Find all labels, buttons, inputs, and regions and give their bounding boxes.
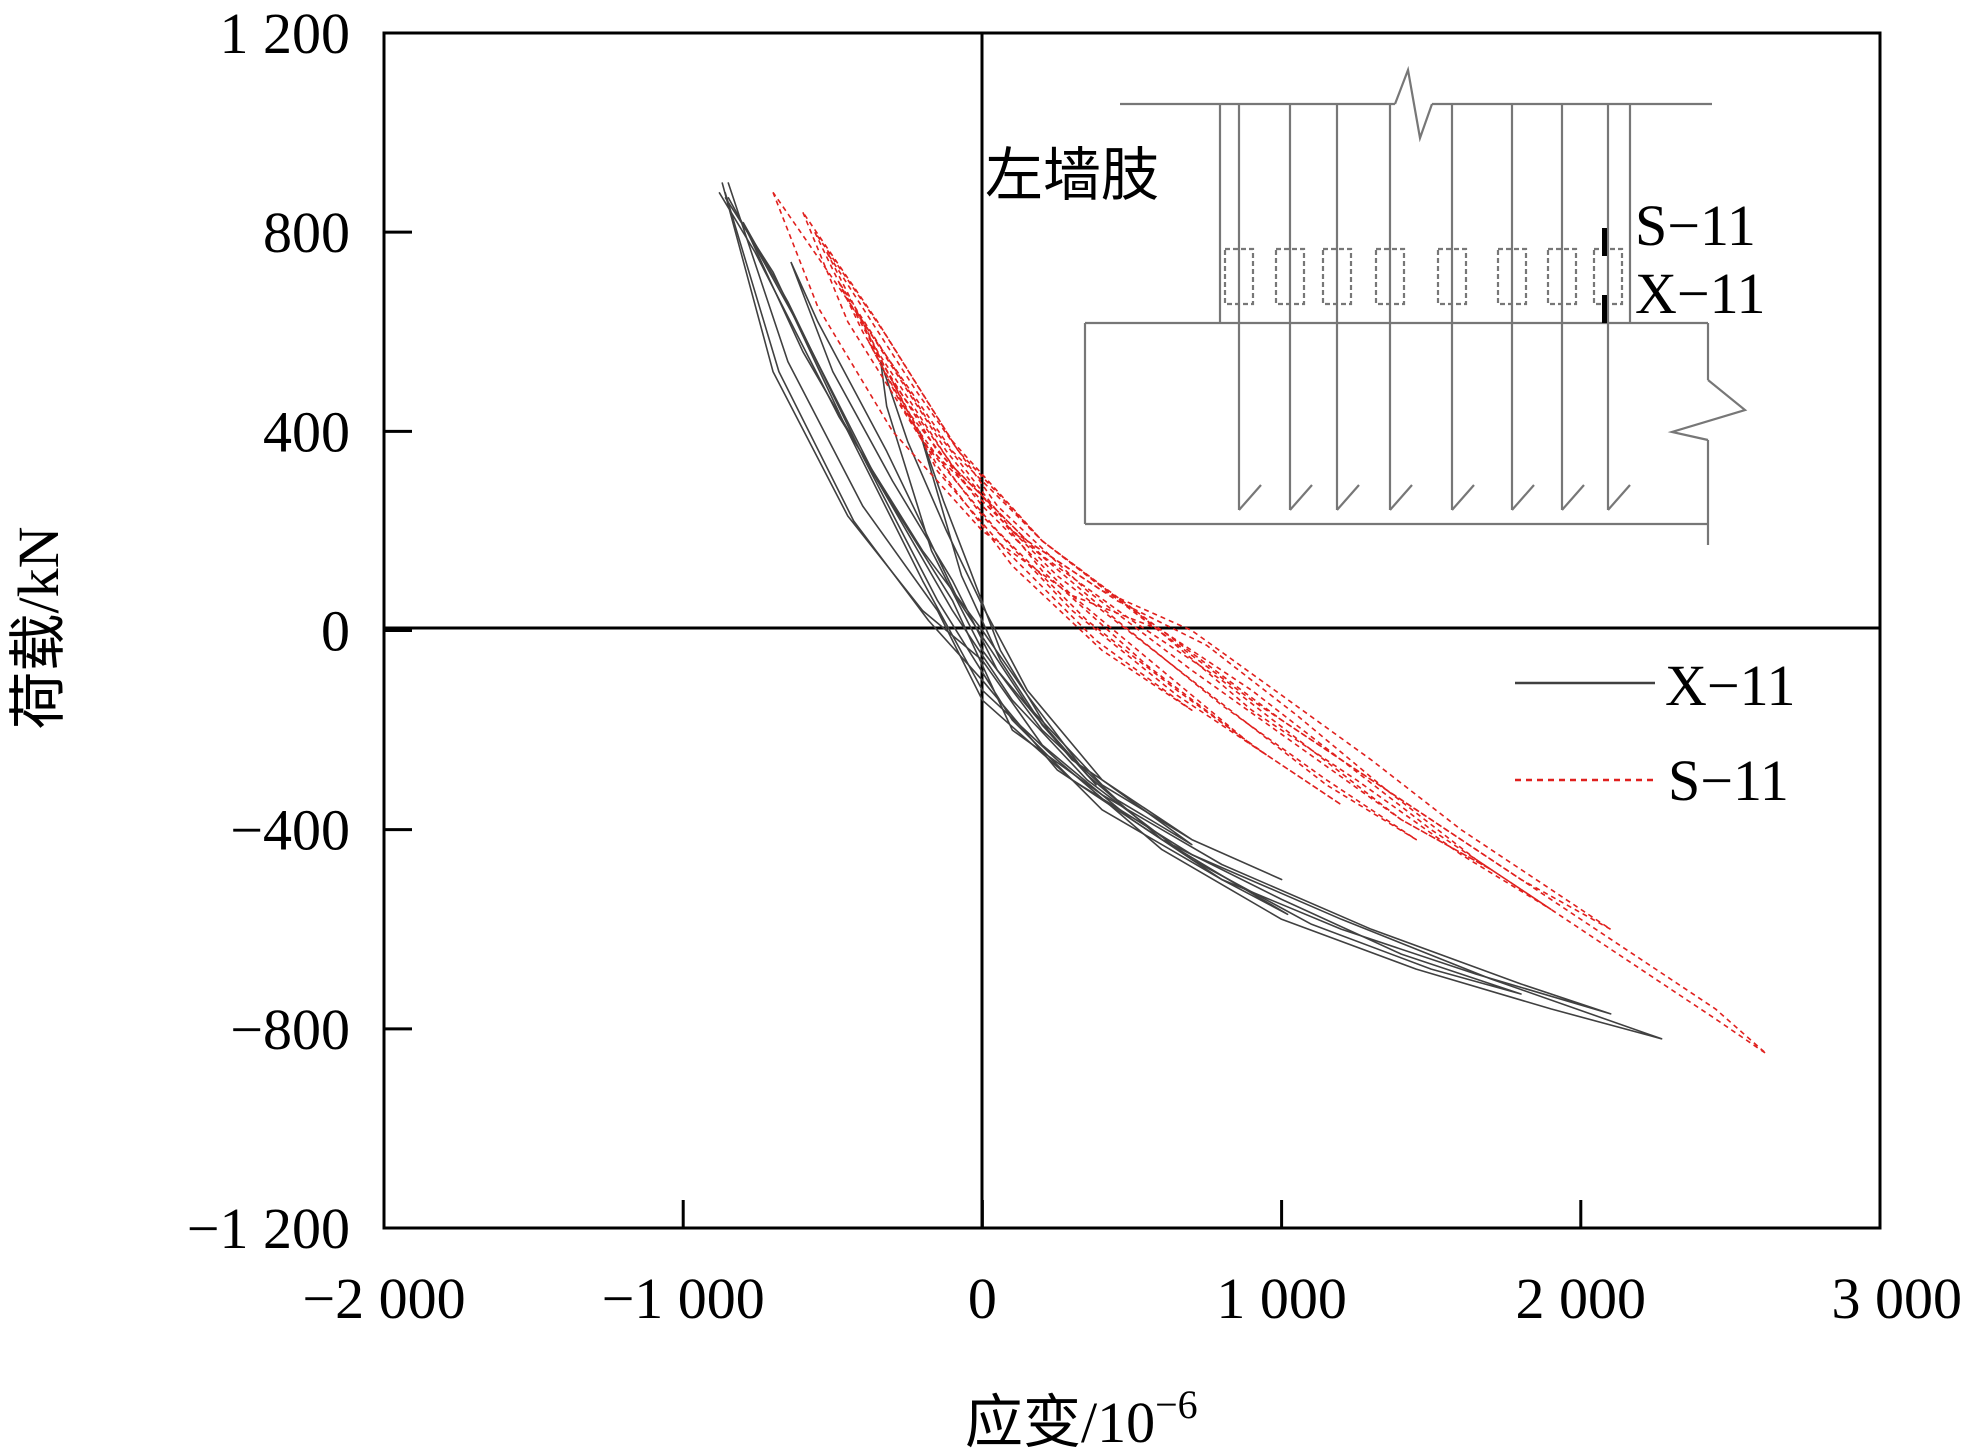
legend-label-x11: X−11 xyxy=(1665,653,1795,718)
inset-stirrup xyxy=(1321,247,1353,306)
x-axis-title-sup: −6 xyxy=(1155,1382,1198,1427)
x-tick-label: 2 000 xyxy=(1516,1266,1647,1331)
series-line-s-11 xyxy=(838,281,1417,841)
series-s-11 xyxy=(772,191,1768,1055)
y-axis-title: 荷载/kN xyxy=(6,526,71,729)
legend-label-s11: S−11 xyxy=(1668,748,1789,813)
inset-rebar-hook xyxy=(1451,484,1475,511)
y-tick-label: 400 xyxy=(263,399,350,464)
y-tick-label: −400 xyxy=(230,798,350,863)
series-line-x-11 xyxy=(724,192,1522,995)
x-axis-title-text: 应变/10 xyxy=(965,1390,1155,1455)
ticks xyxy=(382,31,1882,1230)
inset-gauge-s11 xyxy=(1602,228,1607,256)
series-line-s-11 xyxy=(867,341,1268,756)
y-tick-label: 1 200 xyxy=(220,1,351,66)
inset-title: 左墙肢 xyxy=(985,143,1159,208)
y-tick-label: 800 xyxy=(263,200,350,265)
inset-stirrup xyxy=(1374,247,1406,306)
series-line-s-11 xyxy=(891,381,1193,711)
x-tick-label: 3 000 xyxy=(1832,1266,1963,1331)
inset-stirrup xyxy=(1223,247,1255,306)
series-x-11 xyxy=(718,182,1663,1040)
inset-rebar-hook xyxy=(1561,484,1585,511)
y-tick-label: −1 200 xyxy=(187,1196,350,1261)
inset-rebar-hook xyxy=(1238,484,1262,511)
inset-rebar-hook xyxy=(1511,484,1535,511)
inset-stirrup xyxy=(1496,247,1528,306)
series-line-x-11 xyxy=(724,182,1663,1040)
inset-gauge-x11 xyxy=(1602,295,1607,323)
inset-rebar-hook xyxy=(1607,484,1631,511)
series-line-x-11 xyxy=(918,431,1097,786)
inset-rebar-hook xyxy=(1336,484,1360,511)
x-tick-label: 1 000 xyxy=(1216,1266,1347,1331)
tick-labels: −2 000 −1 000 0 1 000 2 000 3 000 −1 200 −800 −4… xyxy=(187,1,1962,1331)
inset-break-right xyxy=(1667,379,1748,442)
inset-stirrup xyxy=(1436,247,1468,306)
x-tick-label: −1 000 xyxy=(602,1266,765,1331)
inset-rebar-hook xyxy=(1389,484,1413,511)
inset-break-top xyxy=(1393,65,1434,143)
series-line-s-11 xyxy=(855,311,1343,806)
inset-stirrup xyxy=(1546,247,1578,306)
inset-stirrup xyxy=(1592,247,1624,306)
series-line-x-11 xyxy=(742,221,1612,1015)
inset-stirrup xyxy=(1274,247,1306,306)
x-axis-title: 应变/10−6 xyxy=(965,1382,1198,1455)
inset-rebar-hook xyxy=(1289,484,1313,511)
x-tick-label: −2 000 xyxy=(302,1266,465,1331)
series-line-s-11 xyxy=(826,251,1492,871)
series-layer xyxy=(718,182,1768,1055)
y-tick-label: −800 xyxy=(230,997,350,1062)
legend: X−11 S−11 xyxy=(1515,653,1795,813)
series-line-s-11 xyxy=(814,231,1552,911)
series-line-x-11 xyxy=(879,361,1193,846)
y-tick-label: 0 xyxy=(321,599,350,664)
inset-diagram xyxy=(1083,65,1748,545)
series-line-s-11 xyxy=(772,191,1768,1055)
series-line-x-11 xyxy=(790,261,1283,881)
series-line-s-11 xyxy=(802,211,1612,931)
x-tick-label: 0 xyxy=(968,1266,997,1331)
inset-label-bottom: X−11 xyxy=(1635,261,1765,326)
inset-label-top: S−11 xyxy=(1635,193,1756,258)
